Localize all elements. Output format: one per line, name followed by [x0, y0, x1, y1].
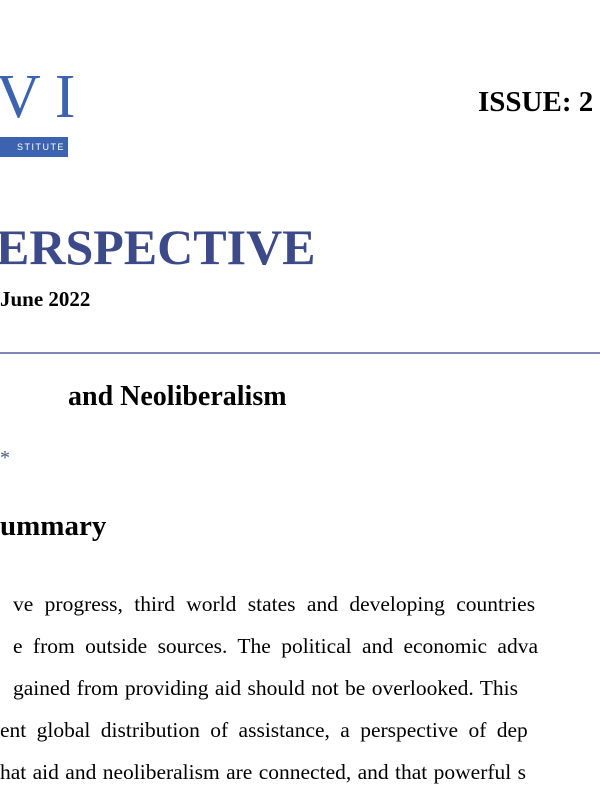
body-line: ent global distribution of assistance, a… [0, 718, 528, 742]
body-line: ve progress, third world states and deve… [13, 592, 536, 616]
logo-tagline: STITUTE [0, 137, 68, 157]
issue-number: ISSUE: 2 [478, 86, 594, 118]
article-title: and Neoliberalism [68, 381, 287, 412]
publication-date: June 2022 [0, 287, 91, 311]
body-line: gained from providing aid should not be … [13, 676, 519, 700]
author-footnote-mark: * [0, 447, 10, 469]
logo: VI [0, 63, 90, 131]
series-title: ERSPECTIVE [0, 219, 316, 275]
body-line: e from outside sources. The political an… [13, 634, 538, 658]
body-line: hat aid and neoliberalism are connected,… [0, 760, 526, 784]
section-heading: ummary [0, 510, 107, 542]
header-divider [0, 352, 600, 354]
